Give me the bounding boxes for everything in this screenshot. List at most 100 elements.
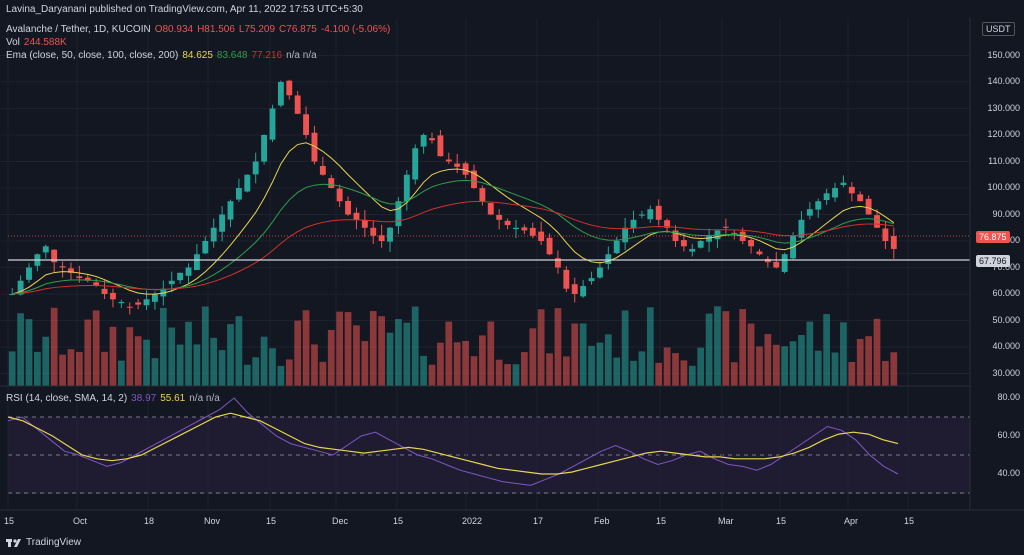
publisher-line: Lavina_Daryanani published on TradingVie… bbox=[6, 4, 363, 15]
volume-bar bbox=[512, 364, 520, 386]
candle-body bbox=[252, 161, 259, 175]
candle-body bbox=[361, 220, 368, 228]
volume-bar bbox=[243, 364, 251, 386]
volume-bar bbox=[67, 349, 75, 386]
volume-bar bbox=[84, 319, 92, 386]
candle-body bbox=[445, 159, 452, 162]
time-tick-label: 15 bbox=[4, 516, 15, 526]
volume-bar bbox=[252, 357, 260, 386]
volume-bar bbox=[739, 309, 747, 386]
horizontal-line-tag: 67.796 bbox=[976, 255, 1010, 267]
candle-body bbox=[739, 231, 746, 241]
candle-body bbox=[412, 148, 419, 180]
candle-body bbox=[42, 246, 49, 253]
candle-body bbox=[235, 188, 242, 200]
price-tick-label: 50.000 bbox=[992, 314, 1020, 325]
volume-bar bbox=[781, 346, 789, 386]
rsi-value: 38.97 bbox=[131, 393, 157, 404]
volume-bar bbox=[428, 364, 436, 386]
candle-body bbox=[227, 201, 234, 220]
volume-value: 244.588K bbox=[23, 37, 67, 48]
volume-bar bbox=[302, 310, 310, 386]
volume-bar bbox=[613, 357, 621, 386]
rsi-tick-label: 80.00 bbox=[997, 392, 1020, 402]
volume-bar bbox=[831, 352, 839, 386]
volume-label[interactable]: Vol bbox=[6, 37, 20, 48]
candle-body bbox=[580, 286, 587, 297]
volume-bar bbox=[730, 362, 738, 386]
candle-body bbox=[126, 306, 133, 308]
candle-body bbox=[177, 272, 184, 281]
candle-body bbox=[655, 205, 662, 220]
candle-body bbox=[588, 278, 595, 282]
candle-body bbox=[756, 251, 763, 255]
volume-bar bbox=[168, 327, 176, 386]
volume-bar bbox=[697, 347, 705, 386]
volume-bar bbox=[420, 355, 427, 386]
rsi-sma-line-series bbox=[7, 412, 899, 475]
time-tick-label: Dec bbox=[332, 516, 349, 526]
ema-label[interactable]: Ema (close, 50, close, 100, close, 200) bbox=[6, 50, 179, 61]
volume-bar bbox=[596, 342, 604, 386]
volume-bar bbox=[462, 340, 469, 386]
volume-bar bbox=[705, 313, 713, 386]
volume-bar bbox=[504, 364, 511, 386]
candle-body bbox=[76, 276, 83, 279]
candle-body bbox=[605, 254, 612, 265]
candle-body bbox=[546, 237, 553, 255]
volume-bar bbox=[445, 321, 453, 386]
candle-body bbox=[110, 292, 116, 300]
candle-body bbox=[143, 299, 150, 306]
candle-body bbox=[135, 302, 142, 305]
price-tick-label: 90.000 bbox=[992, 208, 1020, 219]
candle-body bbox=[857, 194, 864, 202]
volume-bar bbox=[688, 365, 696, 386]
candle-body bbox=[647, 209, 654, 220]
candle-body bbox=[286, 80, 293, 96]
volume-bar bbox=[546, 353, 553, 386]
volume-bar bbox=[159, 307, 167, 386]
volume-bar bbox=[336, 311, 344, 386]
candle-body bbox=[748, 239, 755, 247]
time-tick-label: 2022 bbox=[462, 516, 483, 526]
volume-bar bbox=[50, 307, 58, 386]
volume-bar bbox=[210, 337, 218, 386]
rsi-label[interactable]: RSI (14, close, SMA, 14, 2) bbox=[6, 393, 128, 404]
time-tick-label: 15 bbox=[266, 516, 277, 526]
candle-body bbox=[303, 114, 310, 135]
rsi-line: RSI (14, close, SMA, 14, 2) 38.97 55.61 n/a… bbox=[6, 393, 224, 405]
time-tick-label: 15 bbox=[656, 516, 667, 526]
brand-label: TradingView bbox=[26, 537, 82, 548]
candle-body bbox=[168, 280, 175, 285]
volume-bar bbox=[437, 342, 444, 386]
volume-bar bbox=[588, 345, 595, 386]
candle-body bbox=[638, 214, 645, 216]
volume-bar bbox=[672, 353, 679, 386]
ohlc-change: -4.100 (-5.06%) bbox=[320, 24, 391, 35]
volume-bar bbox=[604, 334, 612, 386]
time-tick-label: 15 bbox=[393, 516, 404, 526]
time-tick-label: 15 bbox=[904, 516, 915, 526]
symbol-name[interactable]: Avalanche / Tether, 1D, KUCOIN bbox=[6, 24, 151, 35]
tradingview-logo-icon bbox=[6, 538, 21, 547]
candle-body bbox=[781, 254, 788, 272]
tradingview-brand[interactable]: TradingView bbox=[6, 537, 81, 548]
candle-body bbox=[353, 212, 360, 220]
candle-body bbox=[84, 277, 91, 281]
price-tick-label: 100.000 bbox=[987, 182, 1020, 192]
volume-bar bbox=[873, 318, 881, 386]
volume-bar bbox=[789, 341, 797, 386]
candle-body bbox=[277, 82, 284, 106]
ema100-value: 83.648 bbox=[216, 50, 248, 61]
volume-bar bbox=[856, 338, 864, 386]
candle-body bbox=[773, 261, 780, 268]
currency-badge[interactable]: USDT bbox=[982, 22, 1015, 36]
candle-body bbox=[319, 165, 326, 175]
volume-line: Vol 244.588K bbox=[6, 37, 71, 49]
ema200-value: 77.216 bbox=[251, 50, 283, 61]
candle-body bbox=[613, 241, 620, 254]
ema-line: Ema (close, 50, close, 100, close, 200) 8… bbox=[6, 50, 321, 62]
volume-bar bbox=[193, 344, 201, 386]
